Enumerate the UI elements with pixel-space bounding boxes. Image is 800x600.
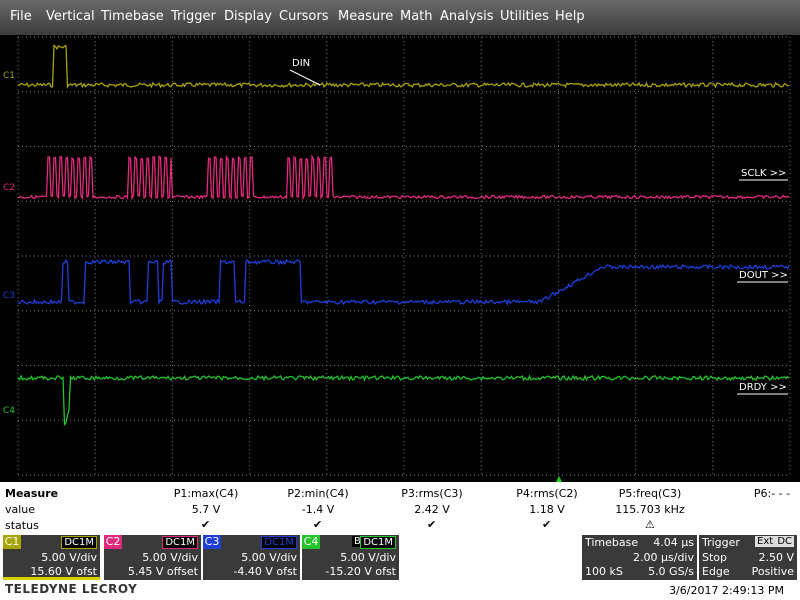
offset: 5.45 V offset [127, 565, 198, 578]
brand: TELEDYNE LECROY [5, 582, 138, 596]
screen-bg [0, 35, 800, 482]
channel-name: C4 [302, 535, 320, 549]
channel-box: C1 DC1M 5.00 V/div 15.60 V ofst [3, 535, 100, 580]
scale: 5.00 V/div [241, 551, 297, 564]
param-name: P5:freq(C3) [618, 487, 682, 500]
status-icon: ✔ [201, 518, 211, 531]
waveform [17, 374, 790, 427]
menu-item[interactable]: Help [555, 9, 585, 24]
row-label: value [5, 503, 36, 516]
channel-box: C2 DC1M 5.00 V/div 5.45 V offset [104, 535, 201, 580]
samples: 100 kS [585, 565, 623, 578]
annotation-pointer [289, 69, 321, 86]
coupling: DC1M [360, 536, 396, 549]
param-value: 2.42 V [414, 503, 450, 516]
channel-box: C3 DC1M 5.00 V/div -4.40 V ofst [203, 535, 300, 580]
screen: C1 DIN C2 SCLK >> C3 DOUT >> C4 DRDY >> [0, 35, 800, 482]
menu-item[interactable]: Trigger [171, 9, 216, 24]
param-value: -1.4 V [301, 503, 335, 516]
trace-label: C4 [3, 406, 15, 416]
coupling: DC1M [261, 536, 297, 549]
waveform [17, 258, 790, 306]
trace-annotation: DIN [292, 58, 310, 69]
trigger-mode: Stop [702, 551, 728, 564]
menu-item[interactable]: Analysis [440, 9, 494, 24]
measure-title: Measure [5, 487, 59, 500]
offset: 15.60 V ofst [30, 565, 97, 578]
sample-rate: 5.0 GS/s [648, 565, 694, 578]
scale: 5.00 V/div [142, 551, 198, 564]
trigger-type: Edge [702, 565, 730, 578]
menu-bar: File Vertical Timebase Trigger Display Cursor… [0, 0, 800, 35]
offset: -15.20 V ofst [325, 565, 396, 578]
trace-label: C2 [3, 183, 15, 193]
status-icon: ⚠ [645, 518, 655, 531]
trigger-source: Ext [755, 536, 776, 547]
timebase-delay: 4.04 µs [653, 536, 694, 549]
scale: 5.00 V/div [41, 551, 97, 564]
param-value: 5.7 V [191, 503, 221, 516]
menu-item[interactable]: Cursors [279, 9, 329, 24]
scale: 5.00 V/div [340, 551, 396, 564]
status-icon: ✔ [542, 518, 552, 531]
timebase-scale: 2.00 µs/div [633, 551, 694, 564]
param-name: P3:rms(C3) [401, 487, 463, 500]
channel-name: C1 [3, 535, 21, 549]
trace-annotation: DOUT >> [739, 270, 788, 281]
trace-label: C3 [3, 291, 15, 301]
menu-item[interactable]: File [10, 9, 32, 24]
status-icon: ✔ [313, 518, 323, 531]
trigger-slope: Positive [751, 565, 794, 578]
measure-panel: Measure value status P1:max(C4) 5.7 V ✔ P2:min… [0, 482, 800, 534]
timebase-title: Timebase [585, 536, 639, 549]
param-name: P1:max(C4) [173, 487, 239, 500]
channel-name: C3 [203, 535, 221, 549]
param-value: 1.18 V [529, 503, 565, 516]
param-name: P6:- - - [753, 487, 791, 500]
waveform [17, 44, 790, 89]
menu-item[interactable]: Utilities [500, 9, 549, 24]
param-name: P2:min(C4) [287, 487, 349, 500]
trigger-level: 2.50 V [758, 551, 794, 564]
trace-annotation: DRDY >> [739, 382, 787, 393]
status-icon: ✔ [427, 518, 437, 531]
menu-item[interactable]: Math [400, 9, 433, 24]
coupling: DC1M [162, 536, 198, 549]
timestamp: 3/6/2017 2:49:13 PM [669, 584, 784, 597]
coupling: DC1M [61, 536, 97, 549]
trigger-marker [556, 476, 562, 482]
menu-item[interactable]: Display [224, 9, 272, 24]
timebase-box: Timebase 4.04 µs 2.00 µs/div 100 kS 5.0 GS/s [582, 535, 697, 580]
trigger-box: Trigger Ext DC Stop 2.50 V Edge Positive [699, 535, 797, 580]
menu-item[interactable]: Vertical [46, 9, 95, 24]
param-value: 115.703 kHz [615, 503, 685, 516]
offset: -4.40 V ofst [233, 565, 297, 578]
trace-label: C1 [3, 71, 15, 81]
row-label: status [5, 519, 39, 532]
menu-item[interactable]: Measure [338, 9, 394, 24]
trigger-title: Trigger [702, 536, 740, 549]
trigger-coupling: DC [775, 536, 794, 547]
menu-item[interactable]: Timebase [101, 9, 164, 24]
trace-annotation: SCLK >> [741, 168, 786, 179]
param-name: P4:rms(C2) [516, 487, 578, 500]
waveform [17, 154, 790, 201]
channel-name: C2 [104, 535, 122, 549]
channel-box: C4BwLDC1M5.00 V/div-15.20 V ofst [302, 535, 399, 580]
